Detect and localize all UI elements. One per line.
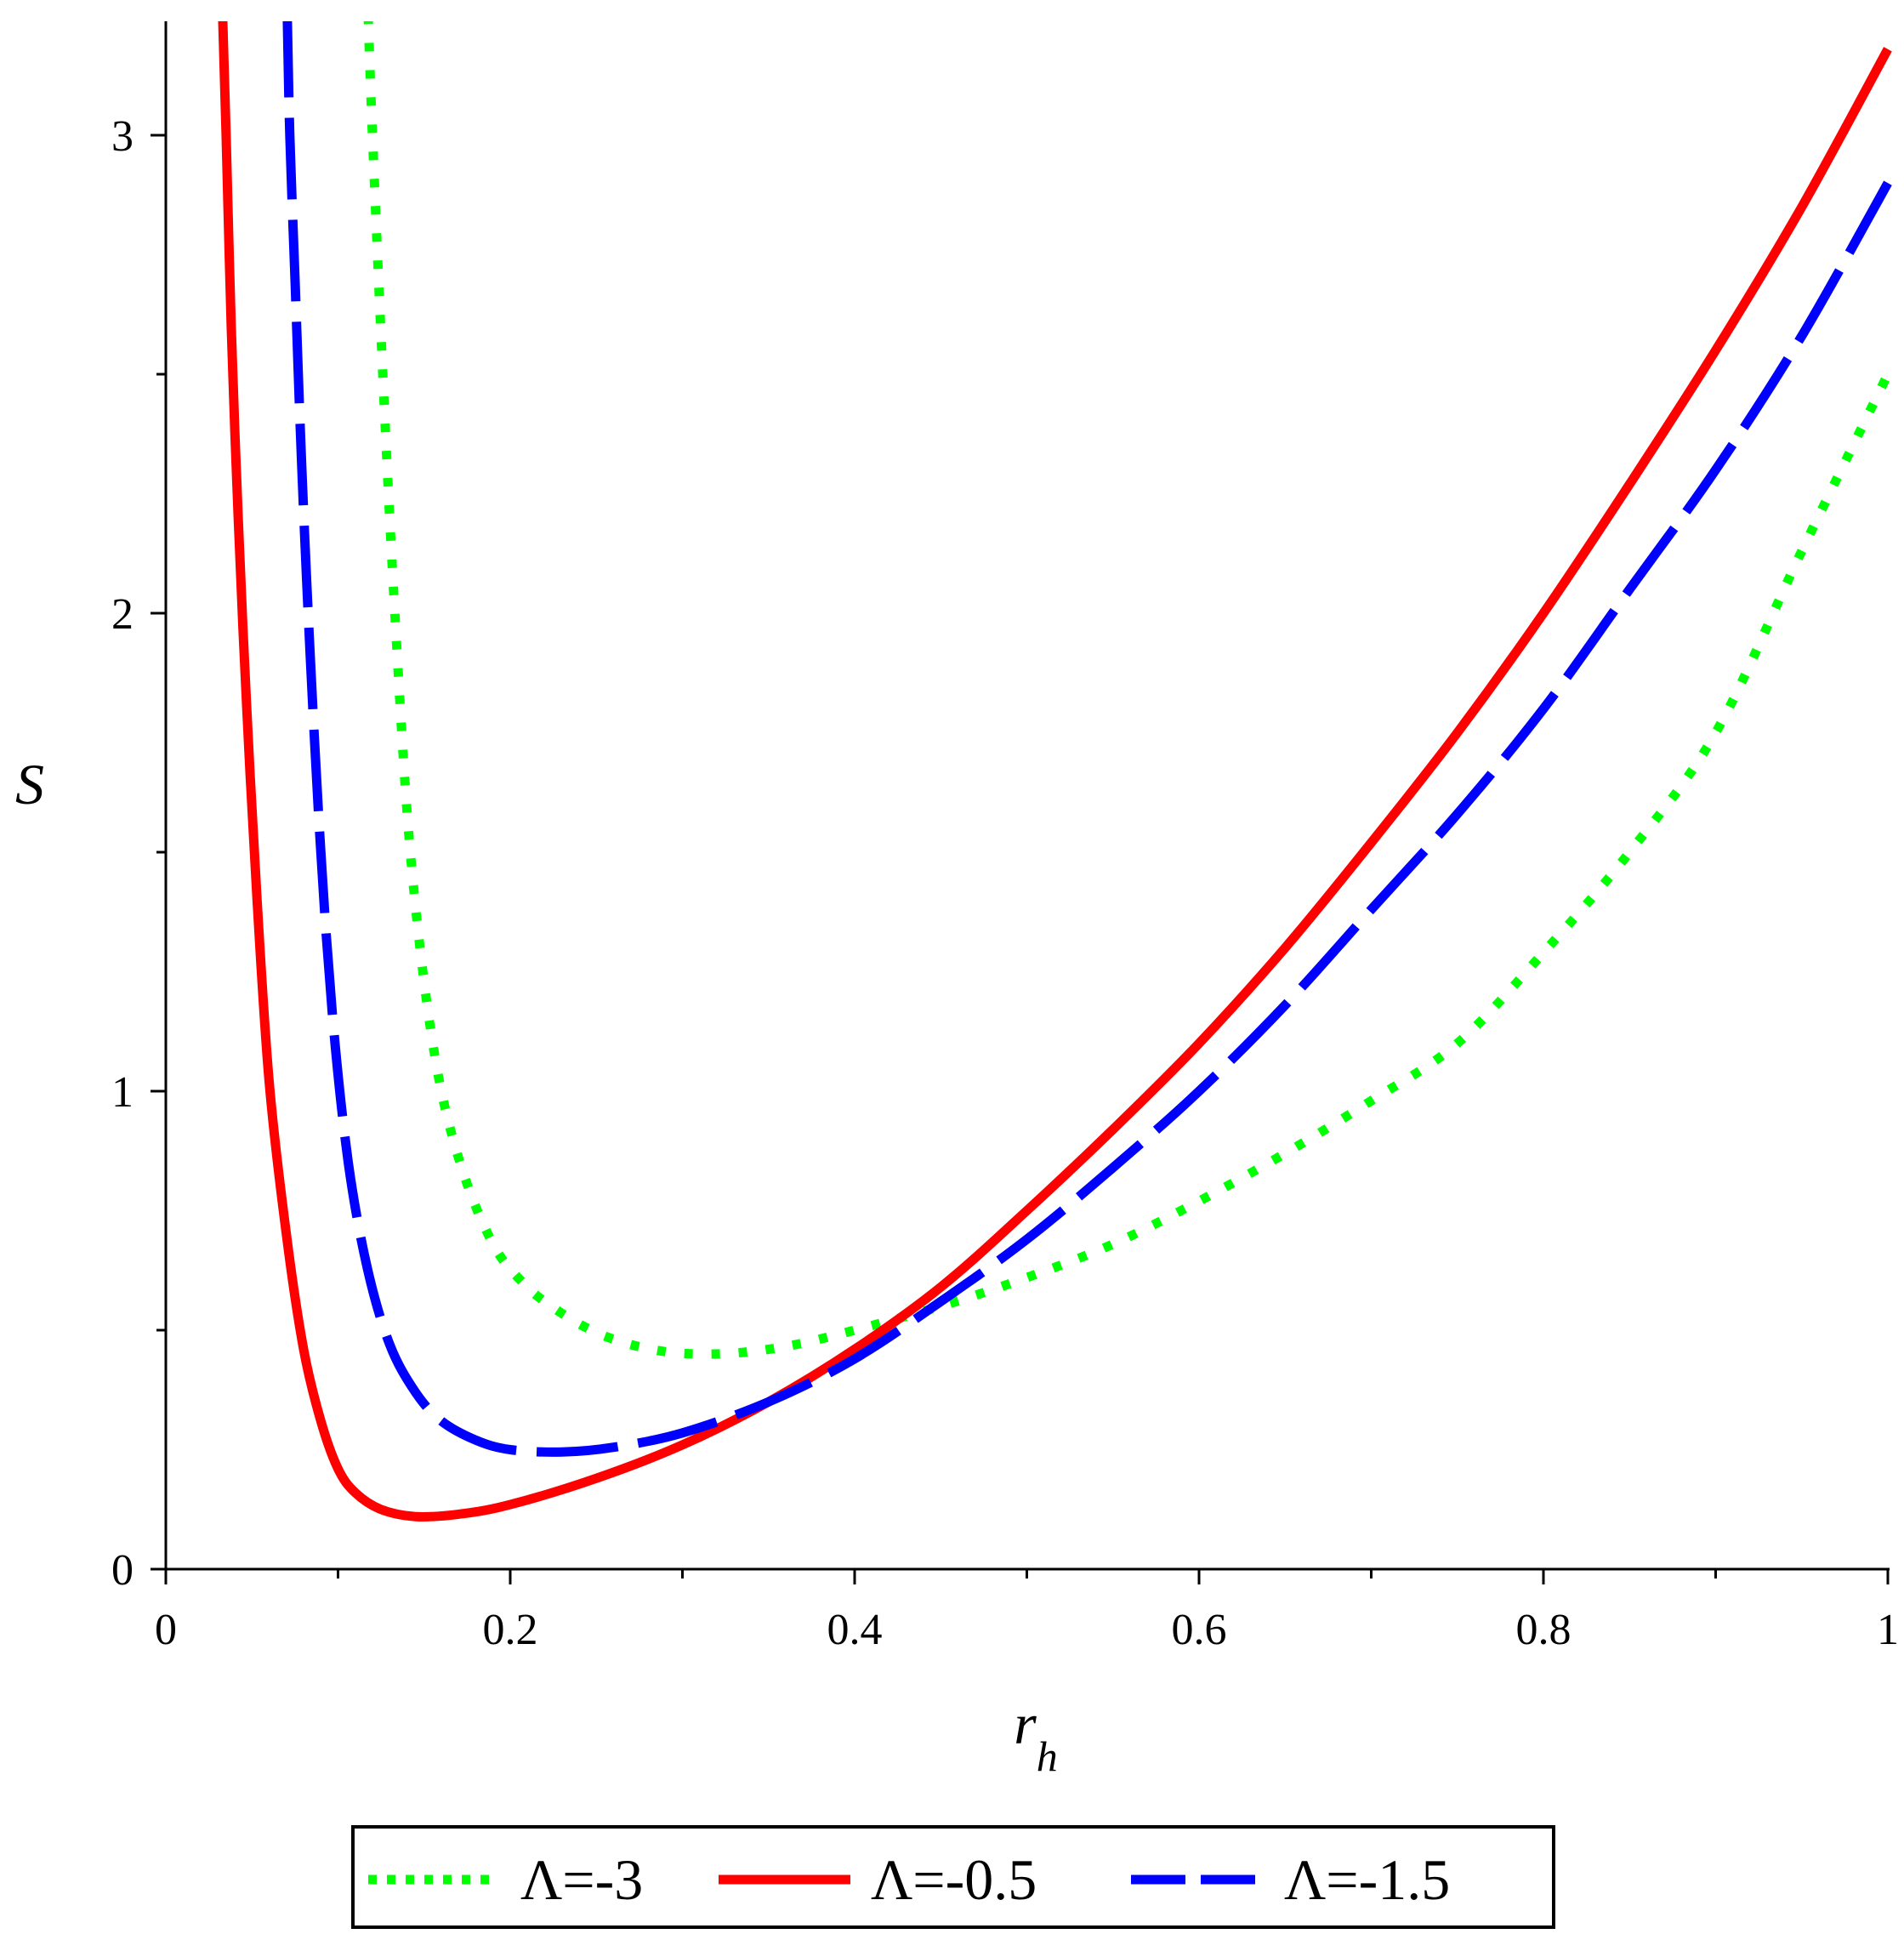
x-tick-label: 0.4	[827, 1606, 883, 1654]
y-tick-label: 0	[111, 1546, 134, 1595]
x-axis-title-sub: h	[1037, 1732, 1058, 1780]
y-tick-label: 2	[111, 590, 134, 639]
y-axis-title: S	[15, 752, 44, 816]
series-line-2	[282, 21, 1892, 1457]
x-tick-label: 0.8	[1516, 1606, 1572, 1654]
x-tick-label: 0	[155, 1606, 177, 1654]
legend-label-1: Λ=-0.5	[871, 1847, 1037, 1912]
x-tick-label: 0.6	[1172, 1606, 1227, 1654]
legend-box	[351, 1825, 1555, 1929]
x-tick-label: 0.2	[483, 1606, 538, 1654]
curves-layer	[218, 21, 1892, 1522]
x-axis-title-main: r	[1014, 1692, 1037, 1756]
x-tick-label: 1	[1877, 1606, 1899, 1654]
axes-layer	[164, 21, 1890, 1571]
x-axis-title: rh	[1014, 1692, 1057, 1780]
ticks-layer: 0 0.2 0.4 0.6 0.8 1 0 1 2 3	[111, 112, 1899, 1654]
series-line-0	[363, 21, 1892, 1359]
legend-label-2: Λ=-1.5	[1284, 1847, 1450, 1912]
y-tick-label: 3	[111, 112, 134, 161]
legend-label-0: Λ=-3	[520, 1847, 643, 1912]
series-line-1	[218, 21, 1892, 1522]
legend: Λ=-3 Λ=-0.5 Λ=-1.5	[351, 1825, 1555, 1929]
y-tick-label: 1	[111, 1068, 134, 1117]
